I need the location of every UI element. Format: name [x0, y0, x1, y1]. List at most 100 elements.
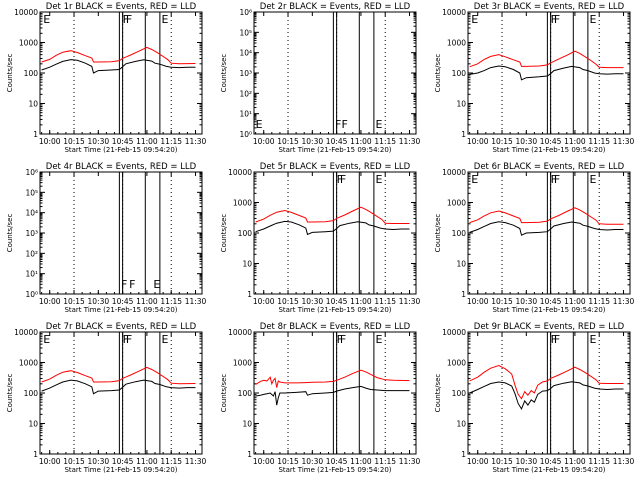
x-tick-label: 11:15	[588, 457, 610, 466]
x-tick-label: 10:45	[540, 297, 562, 306]
events-series-line	[469, 381, 624, 411]
segment-marker: F	[129, 278, 135, 291]
x-tick-label: 11:15	[374, 457, 396, 466]
y-tick-label: 10²	[25, 249, 38, 258]
x-tick-label: 11:00	[350, 137, 372, 146]
y-tick-label: 100	[452, 69, 467, 78]
x-tick-label: 11:30	[185, 137, 207, 146]
x-tick-label: 10:30	[302, 457, 324, 466]
segment-marker: E	[43, 333, 50, 346]
x-tick-label: 11:30	[185, 297, 207, 306]
y-tick-label: 10	[242, 260, 252, 269]
x-tick-label: 10:00	[253, 137, 275, 146]
lld-series-line	[469, 364, 624, 400]
x-tick-label: 10:00	[39, 137, 61, 146]
panel-title: Det 2r BLACK = Events, RED = LLD	[260, 2, 411, 12]
y-tick-label: 1000	[447, 199, 466, 208]
x-tick-label: 11:15	[160, 137, 182, 146]
x-axis-label: Start Time (21-Feb-15 09:54:20)	[278, 146, 391, 154]
y-tick-label: 1	[33, 130, 38, 139]
segment-marker: E	[153, 278, 160, 291]
segment-marker: F	[126, 333, 132, 346]
x-tick-label: 11:15	[160, 297, 182, 306]
x-tick-label: 10:15	[277, 457, 299, 466]
y-tick-label: 1000	[19, 39, 38, 48]
x-tick-label: 11:00	[136, 137, 158, 146]
segment-marker: F	[551, 173, 557, 186]
y-tick-label: 1000	[19, 359, 38, 368]
y-axis-label: Counts/sec	[220, 374, 228, 413]
segment-marker: F	[121, 278, 127, 291]
detector-panel: Det 6r BLACK = Events, RED = LLD 10:00 10:…	[434, 162, 635, 314]
y-tick-label: 10000	[14, 328, 38, 337]
segment-marker: E	[471, 173, 478, 186]
segment-marker: F	[554, 173, 560, 186]
panel-title: Det 3r BLACK = Events, RED = LLD	[474, 2, 625, 12]
y-tick-label: 1000	[447, 359, 466, 368]
events-series-line	[255, 385, 410, 406]
x-axis-label: Start Time (21-Feb-15 09:54:20)	[278, 466, 391, 474]
y-tick-label: 10000	[442, 8, 466, 17]
x-tick-label: 10:15	[63, 457, 85, 466]
events-series-line	[469, 65, 624, 81]
x-tick-label: 10:00	[467, 297, 489, 306]
x-axis-label: Start Time (21-Feb-15 09:54:20)	[492, 306, 605, 314]
lld-series-line	[469, 50, 624, 69]
y-tick-label: 1	[461, 290, 466, 299]
y-tick-label: 10¹	[239, 110, 252, 119]
x-tick-label: 11:30	[613, 297, 635, 306]
y-axis-label: Counts/sec	[434, 374, 442, 413]
segment-marker: E	[43, 13, 50, 26]
events-series-line	[41, 59, 196, 74]
x-tick-label: 10:30	[302, 297, 324, 306]
x-tick-label: 11:30	[399, 297, 421, 306]
y-tick-label: 10000	[228, 168, 252, 177]
x-tick-label: 10:00	[467, 137, 489, 146]
segment-marker: E	[376, 118, 383, 131]
detector-panel: Det 3r BLACK = Events, RED = LLD 10:00 10:…	[434, 2, 635, 154]
y-axis-label: Counts/sec	[6, 374, 14, 413]
segment-marker: F	[123, 13, 129, 26]
segment-marker: F	[126, 13, 132, 26]
segment-marker: F	[551, 333, 557, 346]
panel-title: Det 4r BLACK = Events, RED = LLD	[46, 162, 197, 172]
x-axis-label: Start Time (21-Feb-15 09:54:20)	[278, 306, 391, 314]
x-tick-label: 10:45	[540, 457, 562, 466]
y-tick-label: 10000	[442, 168, 466, 177]
y-tick-label: 1000	[233, 199, 252, 208]
x-tick-label: 10:15	[277, 297, 299, 306]
segment-marker: E	[162, 13, 169, 26]
x-tick-label: 11:15	[588, 297, 610, 306]
y-axis-label: Counts/sec	[434, 214, 442, 253]
y-tick-label: 100	[24, 389, 39, 398]
y-tick-label: 1	[461, 130, 466, 139]
x-tick-label: 10:15	[63, 297, 85, 306]
plot-frame	[467, 171, 631, 295]
x-tick-label: 10:15	[491, 137, 513, 146]
x-tick-label: 11:30	[185, 457, 207, 466]
y-tick-label: 100	[452, 389, 467, 398]
panel-title: Det 5r BLACK = Events, RED = LLD	[260, 162, 411, 172]
y-tick-label: 10	[456, 420, 466, 429]
x-tick-label: 10:00	[253, 457, 275, 466]
x-axis-label: Start Time (21-Feb-15 09:54:20)	[492, 466, 605, 474]
detector-panel: Det 2r BLACK = Events, RED = LLD 10:00 10:…	[220, 2, 421, 154]
panel-title: Det 6r BLACK = Events, RED = LLD	[474, 162, 625, 172]
segment-marker: E	[590, 173, 597, 186]
events-series-line	[41, 379, 196, 395]
y-tick-label: 10⁰	[25, 290, 38, 299]
y-tick-label: 10⁰	[239, 130, 252, 139]
x-tick-label: 10:15	[277, 137, 299, 146]
x-tick-label: 10:00	[253, 297, 275, 306]
events-series-line	[255, 220, 410, 236]
x-tick-label: 11:00	[350, 297, 372, 306]
x-tick-label: 10:45	[112, 297, 134, 306]
lld-series-line	[469, 207, 624, 225]
panel-title: Det 7r BLACK = Events, RED = LLD	[46, 322, 197, 332]
y-tick-label: 100	[24, 69, 39, 78]
x-tick-label: 11:30	[613, 457, 635, 466]
segment-marker: F	[341, 118, 347, 131]
segment-marker: E	[162, 333, 169, 346]
